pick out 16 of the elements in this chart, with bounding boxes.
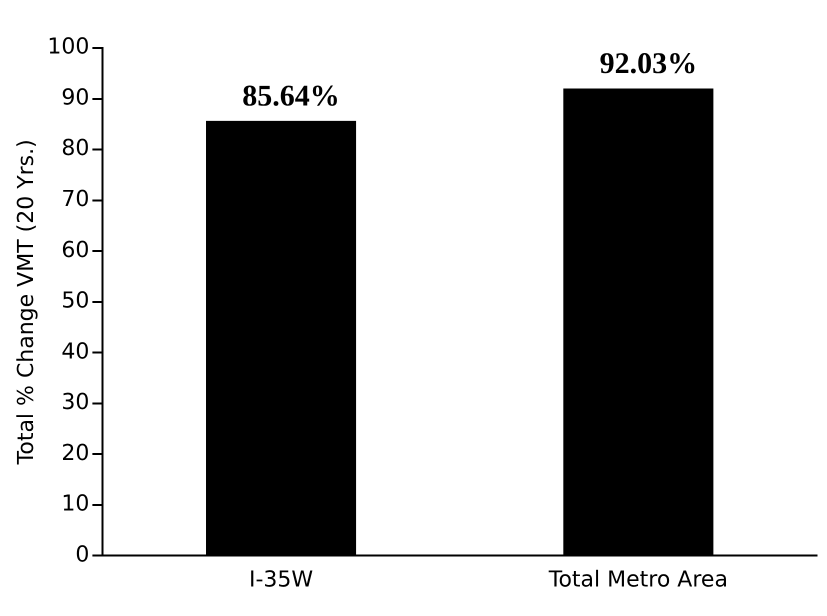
y-tick-label: 80 (61, 136, 90, 162)
y-tick-label: 30 (61, 390, 90, 416)
x-tick-label: I-35W (248, 568, 314, 593)
data-label: 92.03% (600, 47, 698, 80)
x-tick-label: Total Metro Area (548, 568, 728, 593)
y-tick-label: 40 (61, 339, 90, 364)
y-tick-label: 70 (61, 187, 90, 212)
y-tick-label: 20 (61, 440, 90, 466)
y-tick-label: 100 (47, 34, 90, 60)
y-tick-label: 10 (61, 492, 90, 517)
y-tick-label: 60 (61, 238, 90, 263)
y-tick-label: 0 (75, 542, 90, 568)
y-axis-title: Total % Change VMT (20 Yrs.) (14, 139, 39, 466)
y-tick-label: 50 (61, 288, 90, 314)
y-tick-label: 90 (61, 85, 90, 110)
data-label: 85.64% (242, 80, 340, 113)
